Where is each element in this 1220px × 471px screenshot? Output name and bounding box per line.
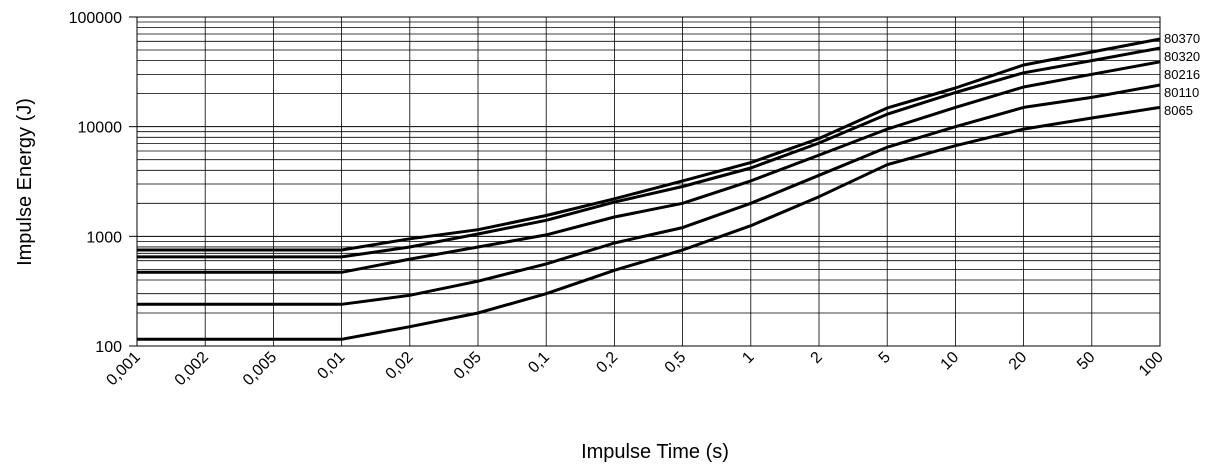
grid [137,17,1160,346]
y-axis-title: Impulse Energy (J) [14,98,36,266]
x-tick-label: 0,002 [172,349,212,389]
series-line-80370 [137,39,1160,250]
x-tick-label: 0,01 [314,349,348,383]
x-tick-label: 100 [1136,349,1167,380]
x-tick-label: 0,1 [525,349,553,377]
y-tick-label: 100000 [69,10,122,27]
series-label-80320: 80320 [1164,49,1200,64]
series-lines [137,39,1160,339]
series-labels: 80370 80320 80216 80110 8065 [1164,31,1200,118]
x-tick-label: 1 [739,349,757,367]
series-label-80110: 80110 [1164,85,1199,100]
x-tick-label: 10 [938,349,963,374]
x-tick-label: 0,2 [593,349,621,377]
x-tick-labels: 0,001 0,002 0,005 0,01 0,02 0,05 0,1 0,2 0,5 1 2 5 1… [103,349,1166,389]
series-label-80216: 80216 [1164,67,1200,82]
x-tick-label: 50 [1074,349,1099,374]
series-label-8065: 8065 [1164,103,1193,118]
x-tick-label: 0,05 [451,349,485,383]
x-tick-label: 0,5 [662,349,690,377]
series-label-80370: 80370 [1164,31,1200,46]
x-tick-label: 2 [808,349,826,367]
y-tick-label: 100 [95,339,122,356]
y-tick-labels: 100 1000 10000 100000 [69,10,137,356]
x-tick-label: 20 [1006,349,1031,374]
y-tick-label: 10000 [78,120,123,137]
series-line-80320 [137,48,1160,257]
x-tick-label: 0,005 [240,349,280,389]
x-tick-label: 5 [876,349,894,367]
x-axis-title: Impulse Time (s) [581,441,729,463]
x-tick-label: 0,02 [383,349,417,383]
y-tick-label: 1000 [86,229,122,246]
plot-frame [137,17,1160,346]
